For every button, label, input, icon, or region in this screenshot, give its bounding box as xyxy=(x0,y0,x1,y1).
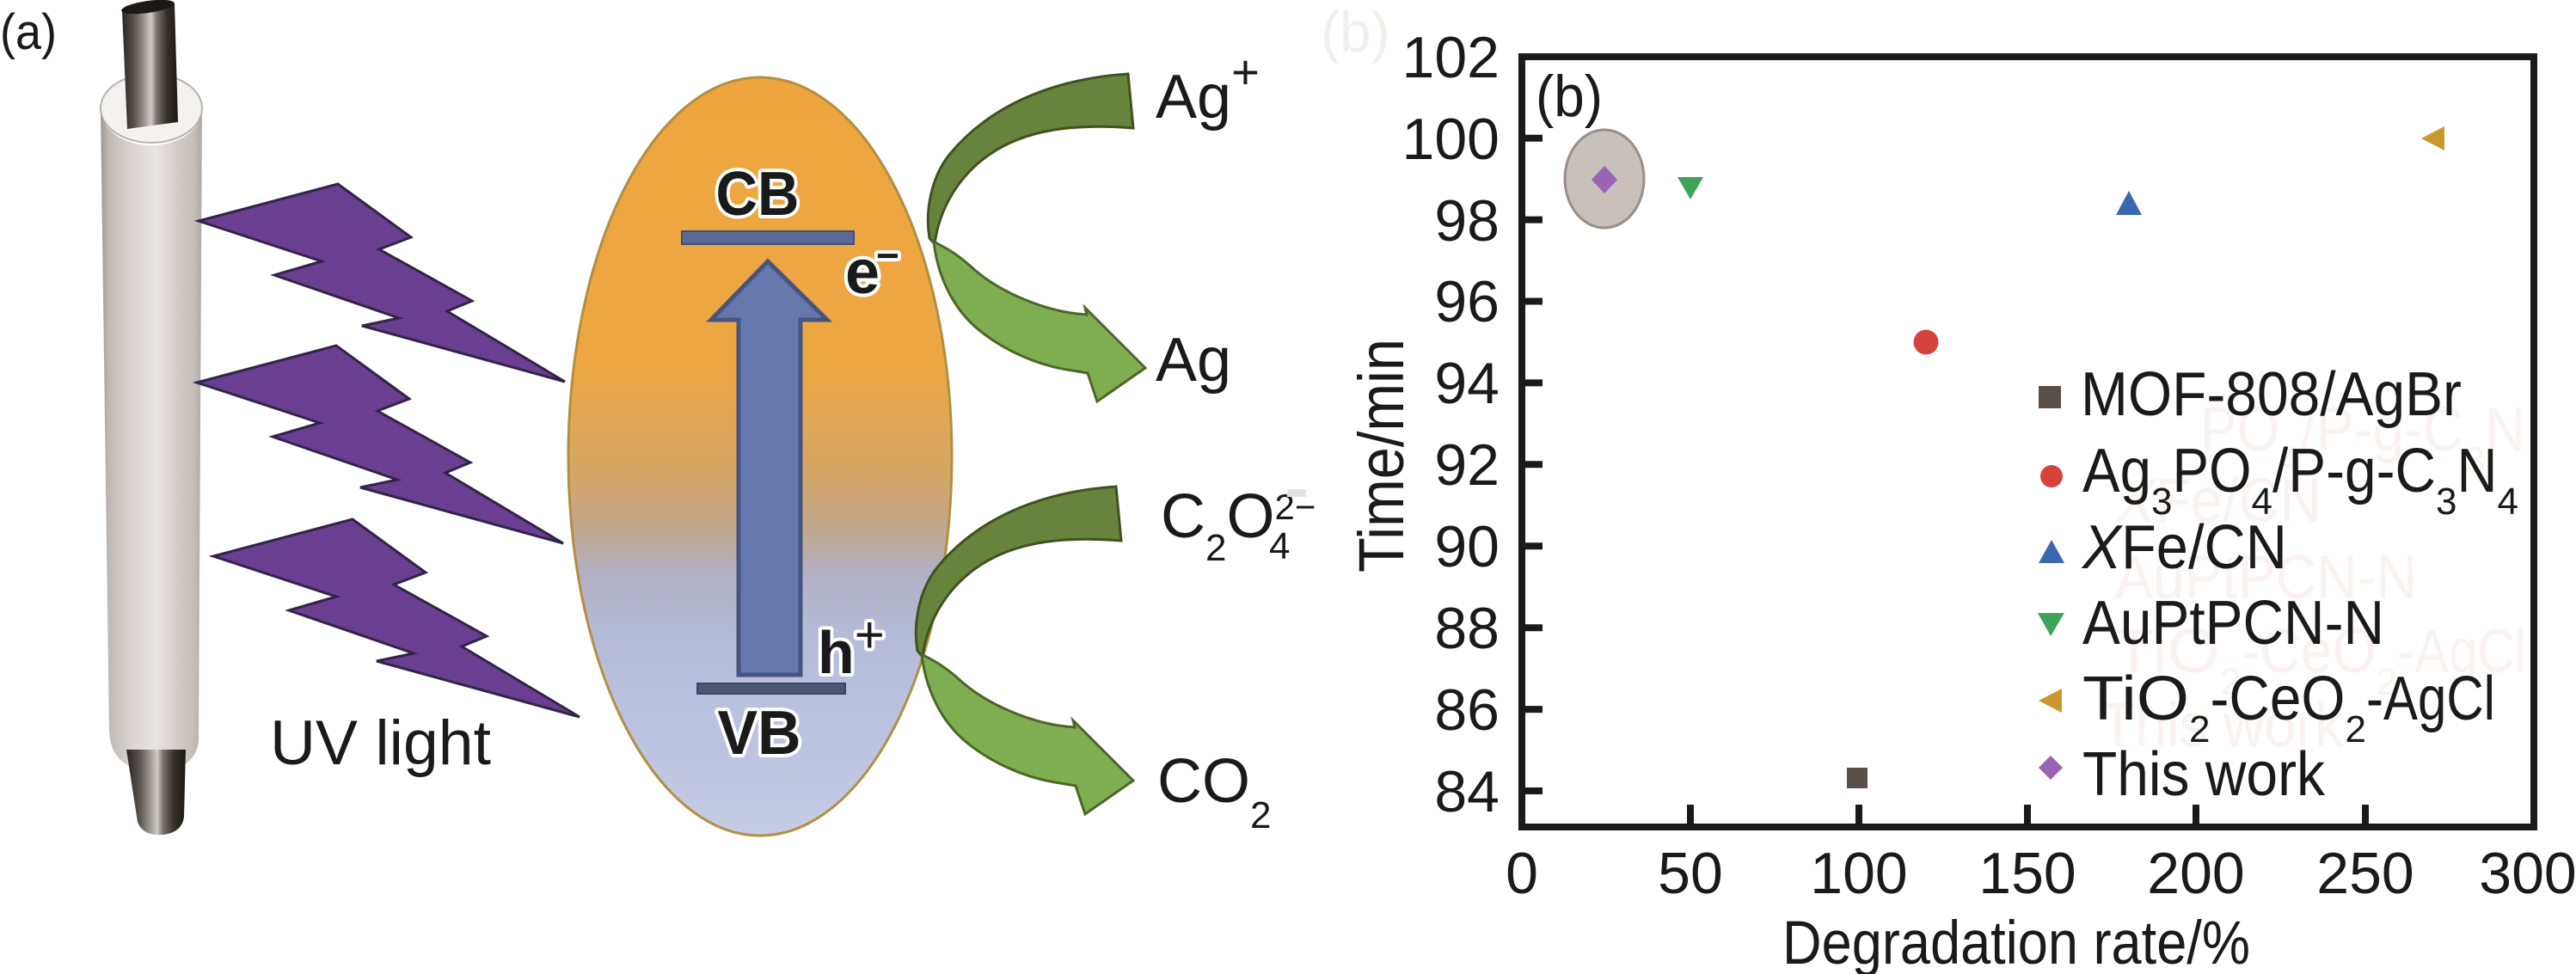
svg-text:Ag3PO4/P-g-C3N4: Ag3PO4/P-g-C3N4 xyxy=(2082,437,2518,523)
svg-text:50: 50 xyxy=(1658,841,1723,906)
svg-text:(b): (b) xyxy=(1321,0,1390,64)
svg-text:96: 96 xyxy=(1434,269,1500,334)
svg-text:CO2: CO2 xyxy=(1157,747,1271,836)
svg-text:Ag+: Ag+ xyxy=(1156,45,1260,132)
svg-text:AuPtPCN-N: AuPtPCN-N xyxy=(2082,589,2384,658)
svg-text:102: 102 xyxy=(1402,25,1500,90)
svg-text:CB: CB xyxy=(716,160,800,229)
svg-text:90: 90 xyxy=(1434,514,1500,579)
svg-text:94: 94 xyxy=(1434,351,1500,416)
svg-text:86: 86 xyxy=(1434,677,1500,743)
svg-text:0: 0 xyxy=(1506,841,1538,906)
svg-text:MOF-808/AgBr: MOF-808/AgBr xyxy=(2081,360,2462,429)
svg-text:UV light: UV light xyxy=(270,708,491,778)
svg-text:XFe/CN: XFe/CN xyxy=(2115,467,2321,536)
svg-text:PO4/P-g-C3N: PO4/P-g-C3N xyxy=(2200,395,2525,481)
svg-text:250: 250 xyxy=(2316,841,2413,906)
svg-text:100: 100 xyxy=(1810,841,1907,906)
svg-text:4: 4 xyxy=(1269,525,1290,567)
svg-text:150: 150 xyxy=(1978,841,2076,906)
svg-text:TiO2-CeO2-AgCl: TiO2-CeO2-AgCl xyxy=(2113,617,2526,703)
svg-text:This work: This work xyxy=(2082,740,2326,809)
svg-text:AuPtPCN-N: AuPtPCN-N xyxy=(2115,543,2417,612)
svg-text:84: 84 xyxy=(1434,759,1500,824)
svg-text:XFe/CN: XFe/CN xyxy=(2081,513,2287,582)
svg-text:Time/min: Time/min xyxy=(1346,339,1417,573)
svg-text:200: 200 xyxy=(2147,841,2244,906)
svg-text:92: 92 xyxy=(1434,432,1500,498)
svg-text:300: 300 xyxy=(2479,841,2576,906)
svg-text:100: 100 xyxy=(1402,107,1500,172)
svg-text:88: 88 xyxy=(1434,596,1500,661)
svg-text:Ag: Ag xyxy=(1156,326,1231,395)
svg-text:e−: e− xyxy=(845,233,899,307)
svg-text:This work: This work xyxy=(2101,691,2344,760)
svg-text:Degradation rate/%: Degradation rate/% xyxy=(1782,910,2250,974)
svg-text:VB: VB xyxy=(718,699,801,768)
svg-text:(a): (a) xyxy=(0,4,57,60)
svg-text:(b): (b) xyxy=(1536,64,1603,129)
svg-text:98: 98 xyxy=(1434,188,1500,254)
svg-text:TiO2-CeO2-AgCl: TiO2-CeO2-AgCl xyxy=(2082,665,2495,750)
